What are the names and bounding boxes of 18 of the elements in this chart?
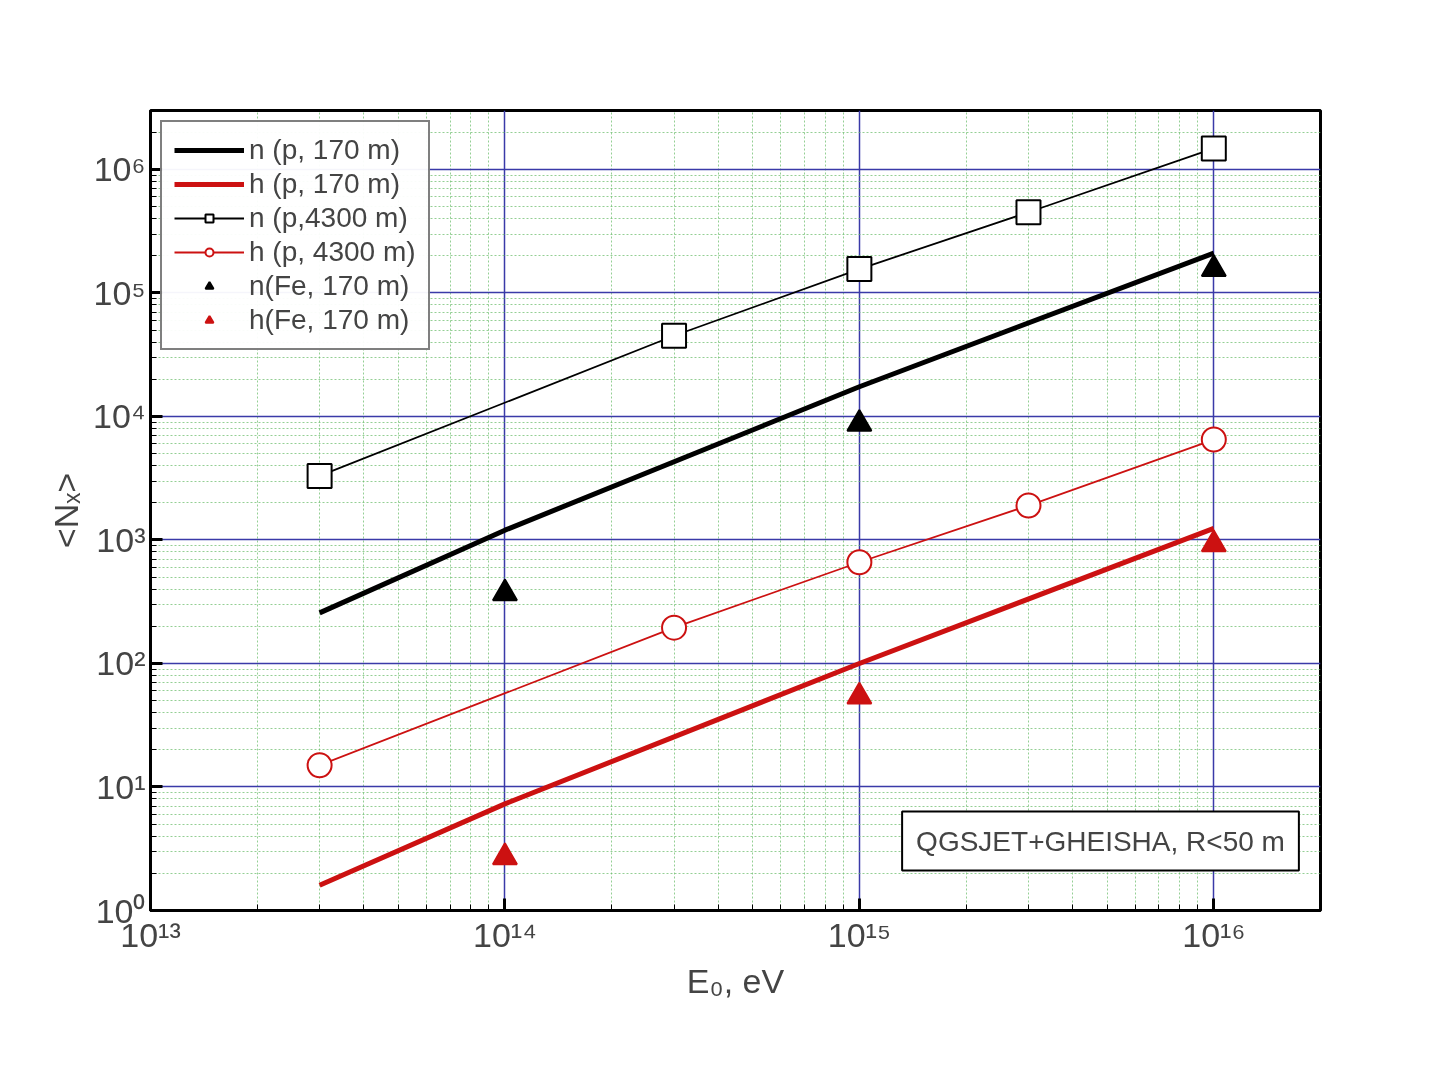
legend-label: n(Fe, 170 m) [249,270,410,302]
y-axis-title: <Nₓ> [47,472,86,549]
legend-label: h (p, 4300 m) [249,236,416,268]
legend-label: n (p, 170 m) [249,134,400,166]
y-tick-label: 10¹ [96,767,146,806]
y-tick-label: 10⁵ [93,273,146,312]
x-axis-title: E₀, eV [686,961,785,1000]
x-tick-label: 10¹⁴ [473,915,537,954]
x-tick-label: 10¹⁶ [1182,915,1246,954]
legend-label: h(Fe, 170 m) [249,304,410,336]
legend-label: h (p, 170 m) [249,168,400,200]
y-tick-label: 10² [96,644,146,683]
y-tick-label: 10⁶ [93,150,146,189]
x-tick-label: 10¹⁵ [827,915,891,954]
y-tick-label: 10³ [96,520,146,559]
annotation: QGSJET+GHEISHA, R<50 m [916,825,1285,857]
legend-label: n (p,4300 m) [249,202,408,234]
y-tick-label: 10⁴ [93,397,146,436]
